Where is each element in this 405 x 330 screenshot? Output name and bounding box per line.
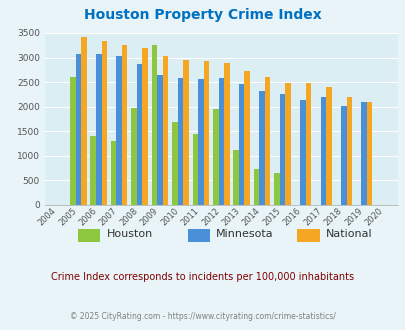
Bar	[279, 94, 285, 205]
Bar	[305, 83, 311, 205]
Text: Minnesota: Minnesota	[216, 229, 273, 239]
Text: National: National	[325, 229, 371, 239]
Bar	[244, 71, 249, 205]
Bar	[157, 75, 162, 205]
Bar	[192, 134, 198, 205]
Bar	[218, 78, 224, 205]
Bar	[122, 45, 127, 205]
Bar	[81, 37, 86, 205]
Bar	[346, 97, 351, 205]
Bar	[177, 78, 183, 205]
Bar	[274, 173, 279, 205]
Bar	[233, 150, 239, 205]
Bar	[239, 84, 244, 205]
Bar	[136, 64, 142, 205]
Text: Crime Index corresponds to incidents per 100,000 inhabitants: Crime Index corresponds to incidents per…	[51, 272, 354, 282]
Bar	[299, 100, 305, 205]
Bar	[116, 55, 121, 205]
Bar	[162, 55, 168, 205]
Bar	[172, 122, 177, 205]
Bar	[213, 109, 218, 205]
Text: © 2025 CityRating.com - https://www.cityrating.com/crime-statistics/: © 2025 CityRating.com - https://www.city…	[70, 312, 335, 321]
Bar	[340, 106, 346, 205]
Bar	[70, 77, 75, 205]
Bar	[90, 136, 96, 205]
Bar	[285, 82, 290, 205]
Bar	[360, 102, 366, 205]
Bar	[75, 53, 81, 205]
Text: Houston Property Crime Index: Houston Property Crime Index	[84, 8, 321, 22]
Bar	[198, 79, 203, 205]
Bar	[325, 87, 331, 205]
Bar	[224, 63, 229, 205]
Bar	[101, 41, 107, 205]
Bar	[253, 169, 259, 205]
Bar	[203, 61, 209, 205]
Bar	[96, 53, 101, 205]
Bar	[264, 77, 270, 205]
Bar	[131, 108, 136, 205]
Bar	[151, 45, 157, 205]
Bar	[111, 141, 116, 205]
Bar	[259, 91, 264, 205]
Bar	[142, 48, 147, 205]
Bar	[366, 102, 371, 205]
Text: Houston: Houston	[106, 229, 152, 239]
Bar	[320, 97, 325, 205]
Bar	[183, 60, 188, 205]
